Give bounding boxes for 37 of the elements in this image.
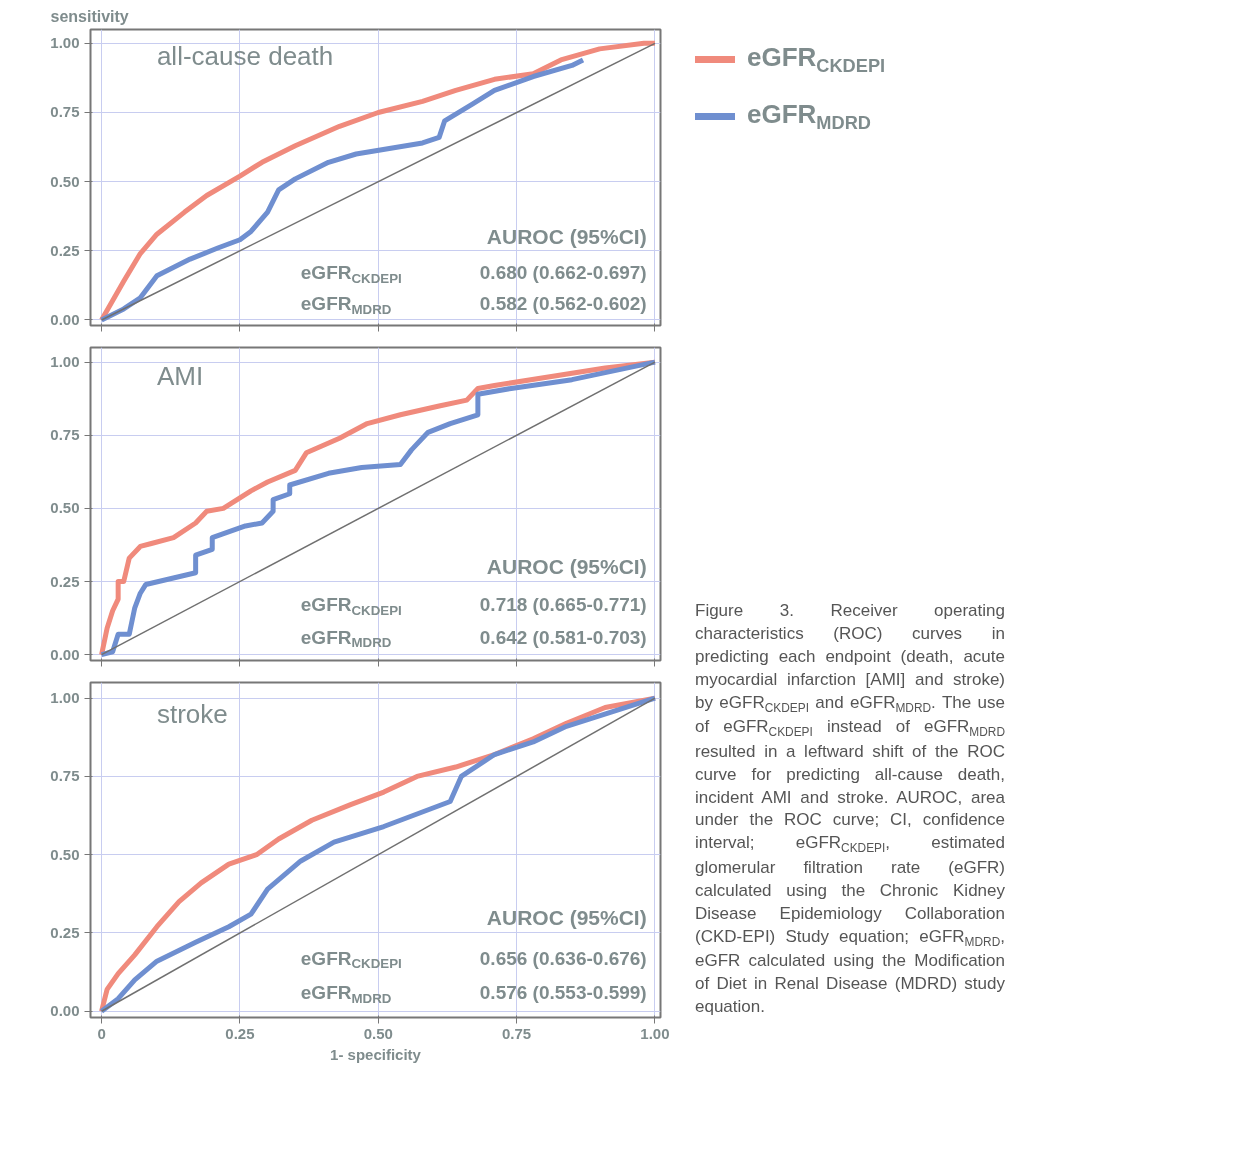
y-tick-label: 0.75 [50, 426, 80, 444]
legend-label: eGFR$_{CKDEPI}$ [747, 42, 886, 78]
text: stroke [156, 699, 228, 730]
x-tick-label: 1.00 [640, 1024, 670, 1042]
x-axis-title: 1- specificity [330, 1045, 422, 1063]
x-tick-label: 0.25 [225, 1024, 255, 1042]
y-tick-label: 0.50 [50, 845, 80, 863]
y-tick-label: 0.25 [50, 241, 80, 259]
legend-label: eGFR$_{MDRD}$ [747, 99, 871, 135]
annotation: AUROC (95%CI) [486, 225, 647, 249]
x-tick-label: 0 [97, 1024, 106, 1042]
x-tick-label: 0.75 [502, 1024, 532, 1042]
y-tick-label: 0.00 [50, 1002, 80, 1020]
y-tick-label: 1.00 [50, 34, 80, 52]
y-tick-label: 0.00 [50, 310, 80, 328]
y-tick-label: 0.50 [50, 172, 80, 190]
y-tick-label: 0.75 [50, 767, 80, 785]
annotation: 0.576 (0.553-0.599) [479, 981, 647, 1003]
text: all-cause death [156, 41, 334, 71]
y-tick-label: 0.25 [50, 572, 80, 590]
annotation: 0.680 (0.662-0.697) [479, 262, 647, 284]
y-tick-label: 0.75 [50, 103, 80, 121]
text: AMI [156, 361, 204, 392]
annotation: AUROC (95%CI) [486, 905, 647, 929]
y-axis-title: sensitivity [50, 7, 129, 25]
annotation: 0.642 (0.581-0.703) [479, 626, 647, 648]
annotation: 0.582 (0.562-0.602) [479, 292, 647, 314]
annotation: 0.718 (0.665-0.771) [479, 594, 647, 616]
annotation: AUROC (95%CI) [486, 555, 647, 579]
y-tick-label: 1.00 [50, 353, 80, 371]
y-tick-label: 0.50 [50, 499, 80, 517]
x-tick-label: 0.50 [363, 1024, 393, 1042]
y-tick-label: 1.00 [50, 689, 80, 707]
text: Figure 3. Receiver operating characteristics (ROC) curves in predicting each endpoint (death, acute myocardial infarction [AMI] and stroke) by eGFR$_{CKDEPI}$ and eGFR$_{MDRD}$. The use of eGFR$_{CKDEPI}$ instead of eGFR$_{MDRD}$ resulted in a leftward shift of the ROC curve for predicting all-cause death, incident AMI and stroke. AUROC, area under the ROC curve; CI, confidence interval; eGFR$_{CKDEPI}$, estimated glomerular filtration rate (eGFR) calculated using the Chronic Kidney Disease Epidemiology Collaboration (CKD-EPI) Study equation; eGFR$_{MDRD}$, eGFR calculated using the Modification of Diet in Renal Disease (MDRD) study equation. [695, 601, 1005, 1016]
y-tick-label: 0.25 [50, 923, 80, 941]
y-tick-label: 0.00 [50, 645, 80, 663]
annotation: 0.656 (0.636-0.676) [479, 947, 647, 969]
